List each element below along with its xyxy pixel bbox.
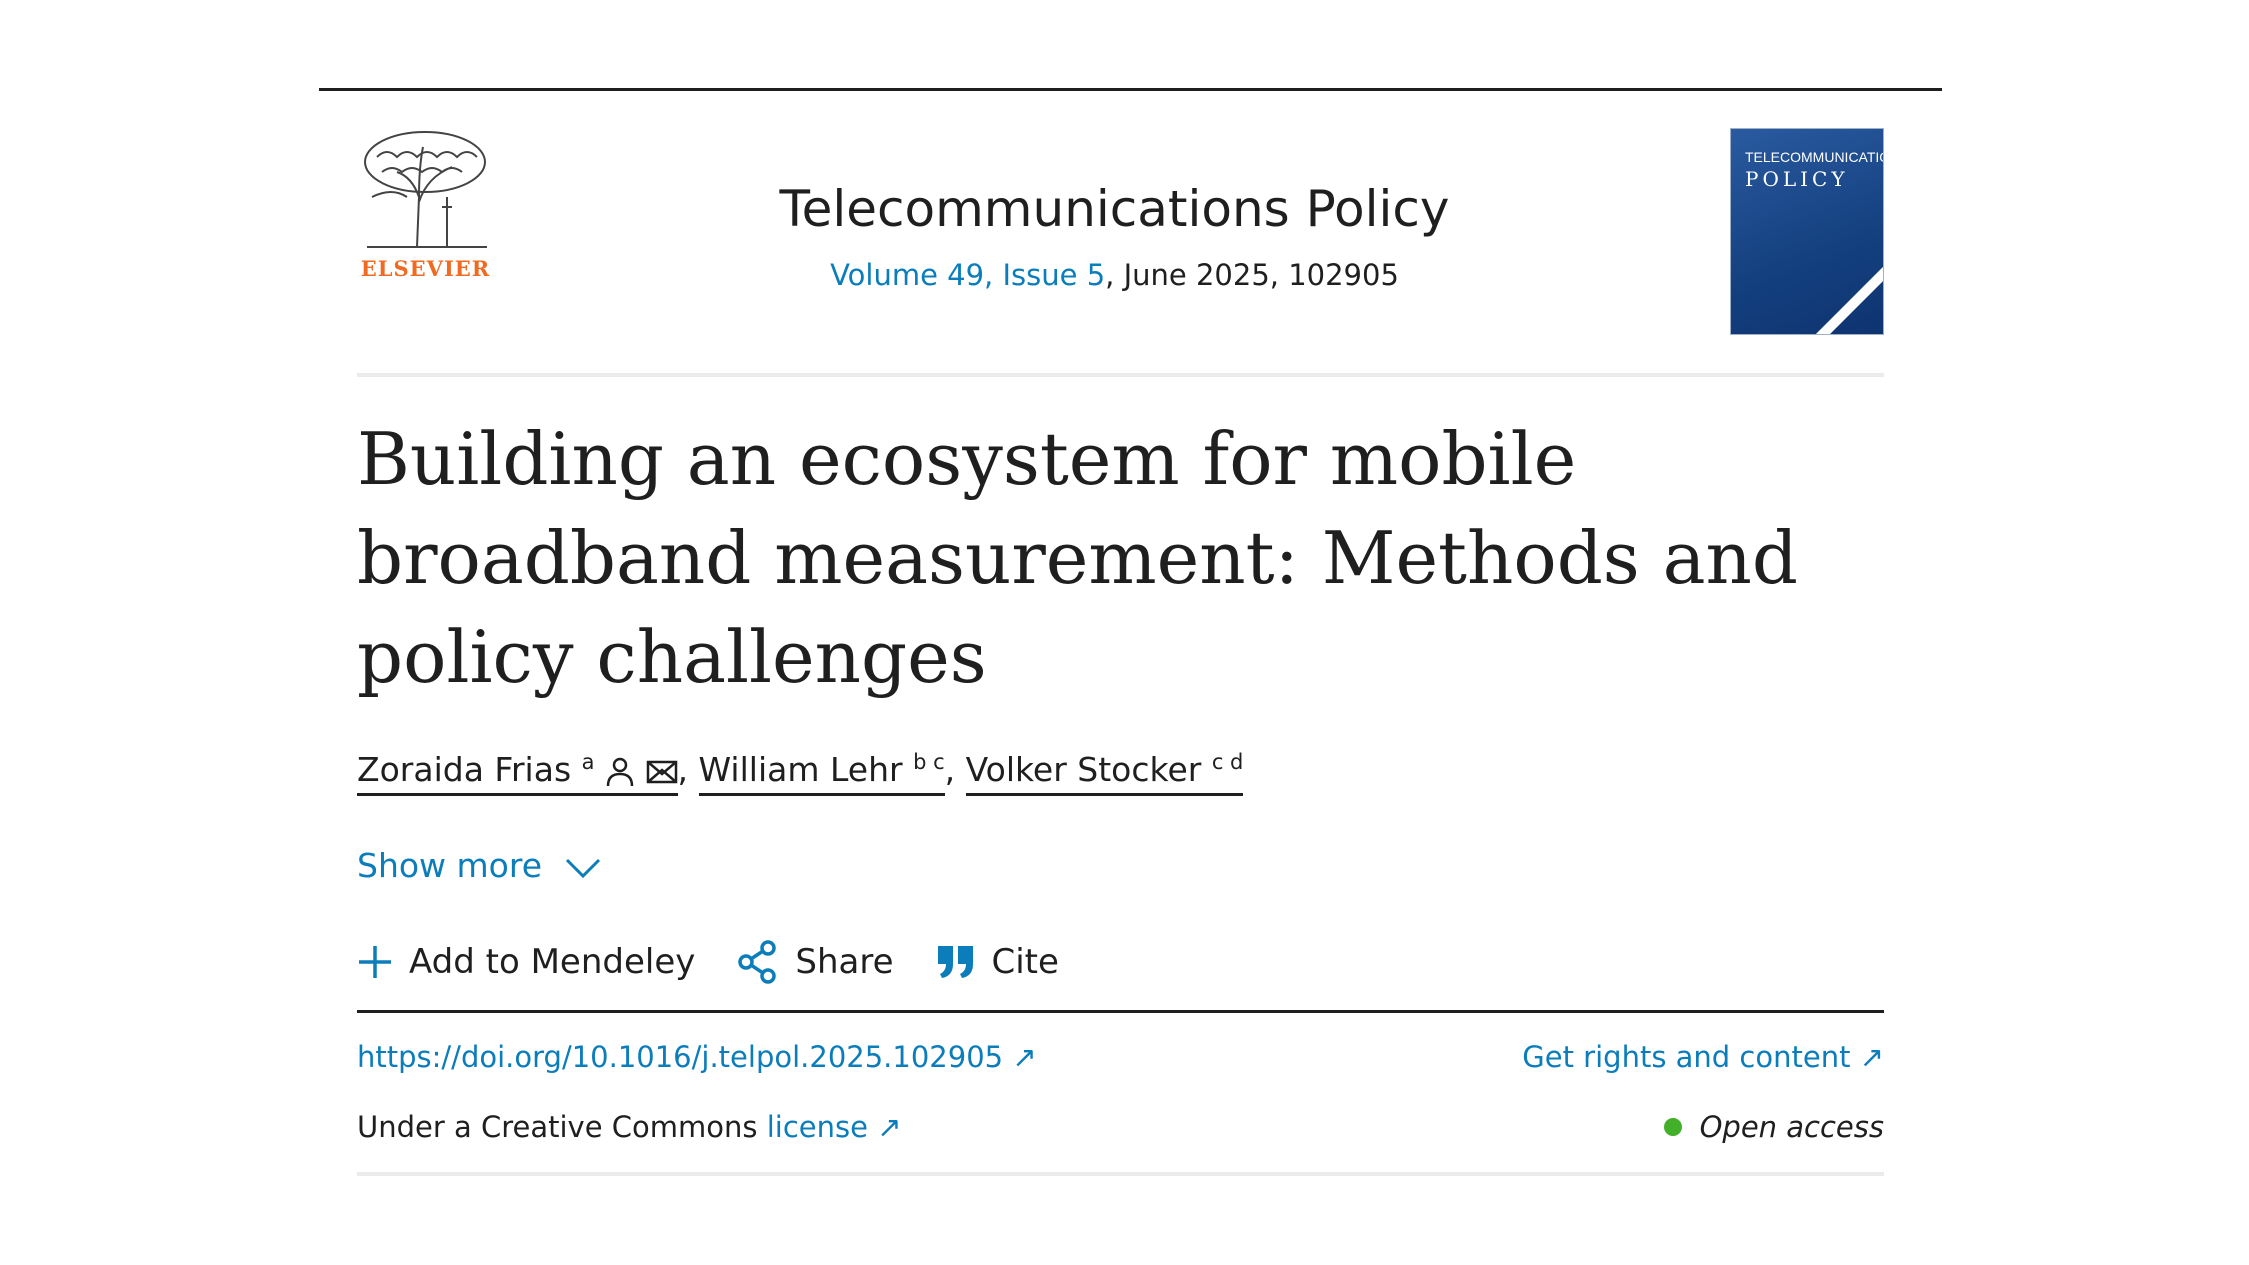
license-link[interactable]: license ↗ [767, 1110, 902, 1144]
doi-text: https://doi.org/10.1016/j.telpol.2025.10… [357, 1040, 1004, 1074]
share-button[interactable]: Share [737, 940, 894, 984]
chevron-down-icon [565, 858, 600, 878]
plus-icon [359, 946, 391, 978]
publisher-name: ELSEVIER [360, 256, 491, 281]
author-name: Zoraida Frias [357, 750, 572, 789]
article-actions: Add to Mendeley Share Cite [357, 940, 1059, 984]
license-prefix: Under a Creative Commons [357, 1110, 767, 1144]
cover-stripe [1805, 266, 1883, 334]
open-access-badge: Open access [1663, 1110, 1884, 1144]
author-name: Volker Stocker [965, 750, 1202, 789]
elsevier-logo[interactable]: ELSEVIER [357, 127, 494, 281]
person-icon [606, 757, 634, 786]
affiliation-sup: b c [913, 750, 945, 774]
rights-text: Get rights and content [1522, 1040, 1851, 1074]
share-label: Share [795, 942, 894, 982]
get-rights-link[interactable]: Get rights and content ↗ [1522, 1040, 1884, 1074]
author-zoraida-frias[interactable]: Zoraida Frias a [357, 750, 678, 796]
share-icon [738, 940, 777, 984]
show-more-button[interactable]: Show more [357, 846, 603, 885]
author-separator: , [677, 750, 689, 789]
issue-date-number: , June 2025, 102905 [1105, 258, 1399, 292]
add-to-mendeley-button[interactable]: Add to Mendeley [357, 942, 695, 982]
tree-icon [364, 131, 487, 248]
affiliation-sup: a [581, 750, 595, 774]
journal-cover-image[interactable]: TELECOMMUNICATIONS POLICY [1730, 128, 1884, 335]
author-list: Zoraida Frias a , William Lehr b c, Volk… [357, 750, 1244, 796]
external-link-icon: ↗ [877, 1110, 902, 1144]
author-name: William Lehr [698, 750, 903, 789]
mail-icon [646, 760, 677, 783]
external-link-icon: ↗ [1012, 1040, 1037, 1074]
affiliation-sup: c d [1211, 750, 1244, 774]
license-link-text: license [766, 1110, 868, 1144]
article-title: Building an ecosystem for mobile broadba… [357, 417, 1799, 699]
volume-issue-link[interactable]: Volume 49, Issue 5 [830, 258, 1106, 292]
journal-issue-info: Volume 49, Issue 5, June 2025, 102905 [0, 258, 2229, 292]
mendeley-label: Add to Mendeley [409, 942, 696, 982]
license-info: Under a Creative Commons license ↗ [357, 1110, 902, 1144]
open-access-label: Open access [1699, 1110, 1884, 1144]
author-separator: , [944, 750, 956, 789]
author-volker-stocker[interactable]: Volker Stocker c d [965, 750, 1244, 796]
header-divider [357, 373, 1884, 377]
open-access-dot-icon [1663, 1118, 1682, 1136]
top-divider [319, 88, 1942, 91]
external-link-icon: ↗ [1859, 1040, 1884, 1074]
cite-label: Cite [991, 942, 1059, 982]
journal-title[interactable]: Telecommunications Policy [0, 180, 2229, 238]
bottom-divider [357, 1172, 1884, 1176]
author-william-lehr[interactable]: William Lehr b c [698, 750, 945, 796]
quote-icon [937, 946, 973, 978]
doi-link[interactable]: https://doi.org/10.1016/j.telpol.2025.10… [357, 1040, 1037, 1074]
show-more-label: Show more [357, 846, 543, 885]
cover-title: TELECOMMUNICATIONS [1745, 149, 1883, 165]
cover-subtitle: POLICY [1745, 167, 1849, 191]
actions-divider [357, 1010, 1884, 1013]
cite-button[interactable]: Cite [936, 942, 1059, 982]
journal-title-link[interactable]: Telecommunications Policy [779, 180, 1450, 238]
